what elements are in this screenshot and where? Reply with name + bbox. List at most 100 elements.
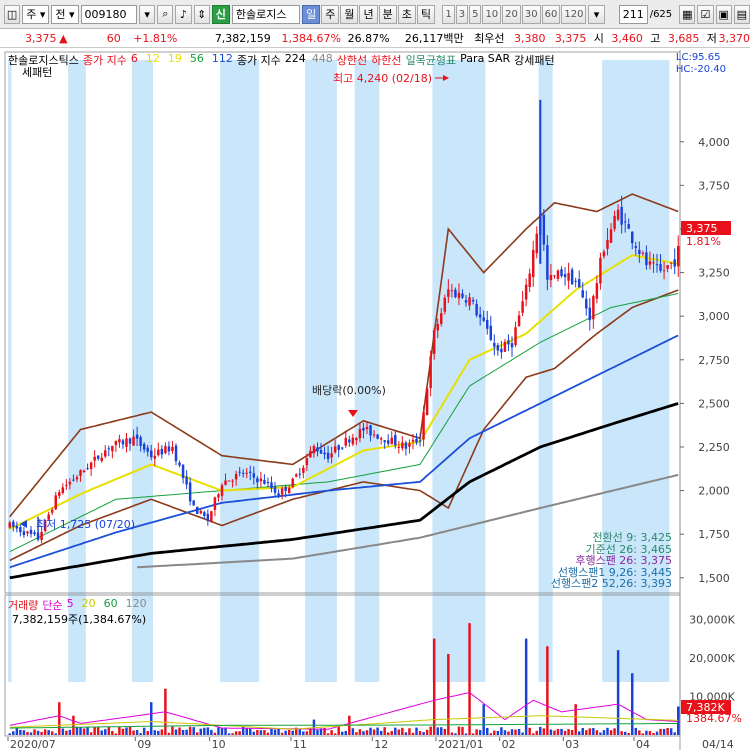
- candle-body-49: [181, 464, 185, 479]
- candle-body-42: [157, 449, 160, 456]
- speaker-icon[interactable]: ♪: [175, 4, 192, 24]
- interval-60-button[interactable]: 60: [541, 4, 561, 24]
- vol-ma-20: [9, 715, 679, 730]
- quote-bar: 3,375 ▲ 60 +1.81% 7,382,159 1,384.67% 26…: [0, 29, 750, 48]
- lock-icon[interactable]: ▤: [733, 4, 750, 24]
- window-icon[interactable]: ◫: [4, 4, 21, 24]
- period-4-button[interactable]: 분: [378, 4, 397, 24]
- code-input[interactable]: 009180: [80, 4, 137, 24]
- interval-5-button[interactable]: 5: [469, 4, 482, 24]
- volume-bar-2: [15, 727, 19, 735]
- legend-ma-periods: 6 12 19 56 112: [131, 52, 233, 68]
- y-tick-label-8: 2,000: [698, 485, 730, 498]
- vol-tag: 7,382K: [686, 701, 725, 714]
- page-input[interactable]: 211: [618, 4, 648, 24]
- candle-body-97: [351, 437, 355, 445]
- volume-bar-188: [673, 732, 676, 735]
- interval-30-button[interactable]: 30: [521, 4, 541, 24]
- volume-bar-115: [415, 727, 418, 735]
- volume-bar-116: [418, 731, 422, 735]
- candle-body-176: [631, 231, 634, 244]
- volume-bar-171: [613, 728, 616, 735]
- volume-bar-61: [224, 727, 227, 735]
- volume-bar-66: [241, 726, 245, 735]
- legend-ichimoku: 일목균형표: [405, 54, 457, 67]
- candle-body-41: [153, 455, 157, 459]
- candle-body-161: [577, 279, 581, 288]
- volume-bar-18: [72, 715, 75, 735]
- volume-bar-101: [365, 730, 369, 735]
- candle-body-182: [652, 262, 655, 264]
- x-tick-label-2: 10: [212, 738, 226, 750]
- volume-bar-14: [58, 702, 61, 735]
- volume-bar-165: [592, 728, 595, 735]
- candle-body-32: [121, 440, 125, 445]
- candle-body-186: [666, 265, 669, 269]
- period-1-button[interactable]: 주: [321, 4, 340, 24]
- volume-bar-109: [394, 727, 397, 735]
- volume-bar-166: [595, 730, 599, 735]
- interval-20-button[interactable]: 20: [502, 4, 521, 24]
- grid-icon[interactable]: ▦: [679, 4, 696, 24]
- interval-10-button[interactable]: 10: [482, 4, 502, 24]
- interval-dropdown-icon[interactable]: ▾: [588, 4, 605, 24]
- volume-bar-1: [12, 731, 15, 735]
- code-dropdown-icon[interactable]: ▾: [138, 4, 156, 24]
- volume-bar-178: [638, 730, 641, 735]
- time-band-6: [432, 60, 486, 682]
- search-icon[interactable]: ⌕: [157, 4, 174, 24]
- candle-body-175: [627, 224, 630, 229]
- candle-body-5: [26, 531, 29, 534]
- interval-buttons: 1 3 5 10 20 30 60 120: [442, 4, 587, 24]
- interval-120-button[interactable]: 120: [561, 4, 587, 24]
- candle-body-188: [673, 259, 676, 267]
- candle-body-90: [326, 452, 330, 460]
- prev-select[interactable]: 전 ▾: [51, 4, 79, 24]
- candle-body-17: [68, 481, 72, 485]
- interval-3-button[interactable]: 3: [455, 4, 469, 24]
- candle-body-162: [581, 290, 584, 298]
- volume-bar-17: [68, 729, 72, 735]
- image-icon[interactable]: ▣: [715, 4, 732, 24]
- period-0-button[interactable]: 일: [302, 4, 321, 24]
- volume-bar-182: [652, 733, 655, 735]
- candle-body-10: [43, 519, 47, 531]
- candle-body-116: [418, 440, 422, 442]
- candle-body-179: [641, 252, 645, 254]
- period-6-button[interactable]: 틱: [416, 4, 435, 24]
- candle-body-50: [185, 476, 188, 485]
- candle-body-88: [319, 449, 323, 454]
- step-icon[interactable]: ⇕: [193, 4, 210, 24]
- candle-body-103: [372, 434, 376, 436]
- candle-body-104: [376, 434, 379, 439]
- volume-bar-99: [358, 729, 362, 735]
- candle-body-98: [355, 437, 358, 441]
- candle-body-145: [521, 301, 524, 313]
- period-2-button[interactable]: 월: [340, 4, 359, 24]
- volume-bar-167: [599, 732, 602, 735]
- period-5-button[interactable]: 초: [397, 4, 416, 24]
- vol-tick-label-0: 30,000K: [689, 613, 735, 626]
- new-badge: 신: [211, 4, 230, 24]
- volume-bar-16: [65, 730, 68, 735]
- candle-body-138: [496, 345, 500, 351]
- candle-body-82: [298, 473, 302, 475]
- price-chart[interactable]: 4,0003,7503,5003,2503,0002,7502,5002,250…: [0, 48, 750, 750]
- low-label: 저: [706, 32, 717, 45]
- volume-bar-42: [157, 730, 160, 735]
- price-tag: 3,375: [686, 222, 718, 235]
- x-tick-label-4: 12: [374, 738, 388, 750]
- volume-bar-187: [669, 728, 673, 735]
- legend-vol-ma-120: 120: [125, 597, 147, 610]
- period-3-button[interactable]: 년: [359, 4, 378, 24]
- volume-bar-173: [620, 731, 623, 735]
- interval-1-button[interactable]: 1: [442, 4, 455, 24]
- mode-select[interactable]: 주 ▾: [22, 4, 50, 24]
- volume-bar-74: [270, 727, 273, 735]
- volume-bar-100: [362, 731, 365, 735]
- volume-bar-57: [210, 729, 213, 735]
- candle-body-56: [206, 513, 210, 521]
- volume-bars: [8, 623, 680, 735]
- checkbox-icon[interactable]: ☑: [697, 4, 714, 24]
- candle-body-87: [316, 447, 319, 452]
